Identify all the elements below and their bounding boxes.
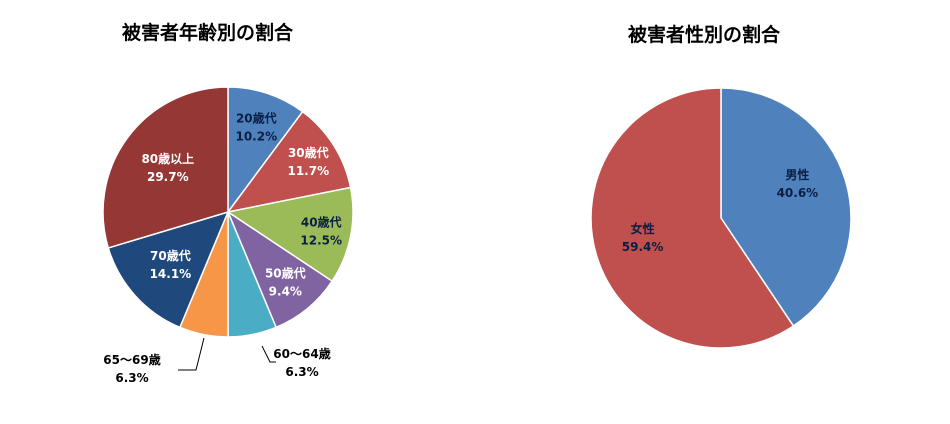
slice-category-label-1-0: 男性 (785, 167, 809, 182)
pie-slice-1-1 (590, 87, 795, 349)
slice-value-label-0-7: 29.7% (147, 170, 189, 184)
slice-value-label-0-4: 6.3% (285, 365, 318, 379)
slice-category-label-0-5: 65～69歳 (103, 352, 160, 367)
pie-slice-0-6 (107, 210, 230, 329)
leader-line-0-5 (178, 337, 205, 371)
slice-value-label-0-0: 10.2% (235, 130, 277, 144)
slice-category-label-0-0: 20歳代 (236, 111, 277, 126)
age-chart-title: 被害者年齢別の割合 (122, 22, 294, 44)
leader-line-0-4 (261, 345, 276, 363)
slice-value-label-0-3: 9.4% (269, 284, 302, 298)
slice-category-label-0-3: 50歳代 (265, 265, 306, 280)
slice-value-label-0-1: 11.7% (287, 164, 329, 178)
gender-chart-title: 被害者性別の割合 (628, 24, 781, 46)
pie-slice-0-7 (102, 86, 229, 249)
slice-category-label-0-4: 60～64歳 (273, 346, 330, 361)
slice-category-label-0-2: 40歳代 (301, 214, 342, 229)
slice-value-label-1-1: 59.4% (622, 240, 664, 254)
slice-category-label-0-7: 80歳以上 (141, 151, 194, 166)
slice-value-label-1-0: 40.6% (777, 186, 819, 200)
slice-category-label-0-1: 30歳代 (288, 145, 329, 160)
slice-value-label-0-6: 14.1% (150, 267, 192, 281)
pie-slice-0-2 (226, 186, 354, 283)
slice-value-label-0-2: 12.5% (300, 233, 342, 247)
pie-slice-0-0 (227, 86, 304, 215)
slice-category-label-1-1: 女性 (631, 221, 655, 236)
slice-category-label-0-6: 70歳代 (150, 248, 191, 263)
pie-slice-0-1 (226, 110, 352, 214)
pie-slice-1-0 (720, 87, 852, 328)
slice-value-label-0-5: 6.3% (115, 371, 148, 385)
